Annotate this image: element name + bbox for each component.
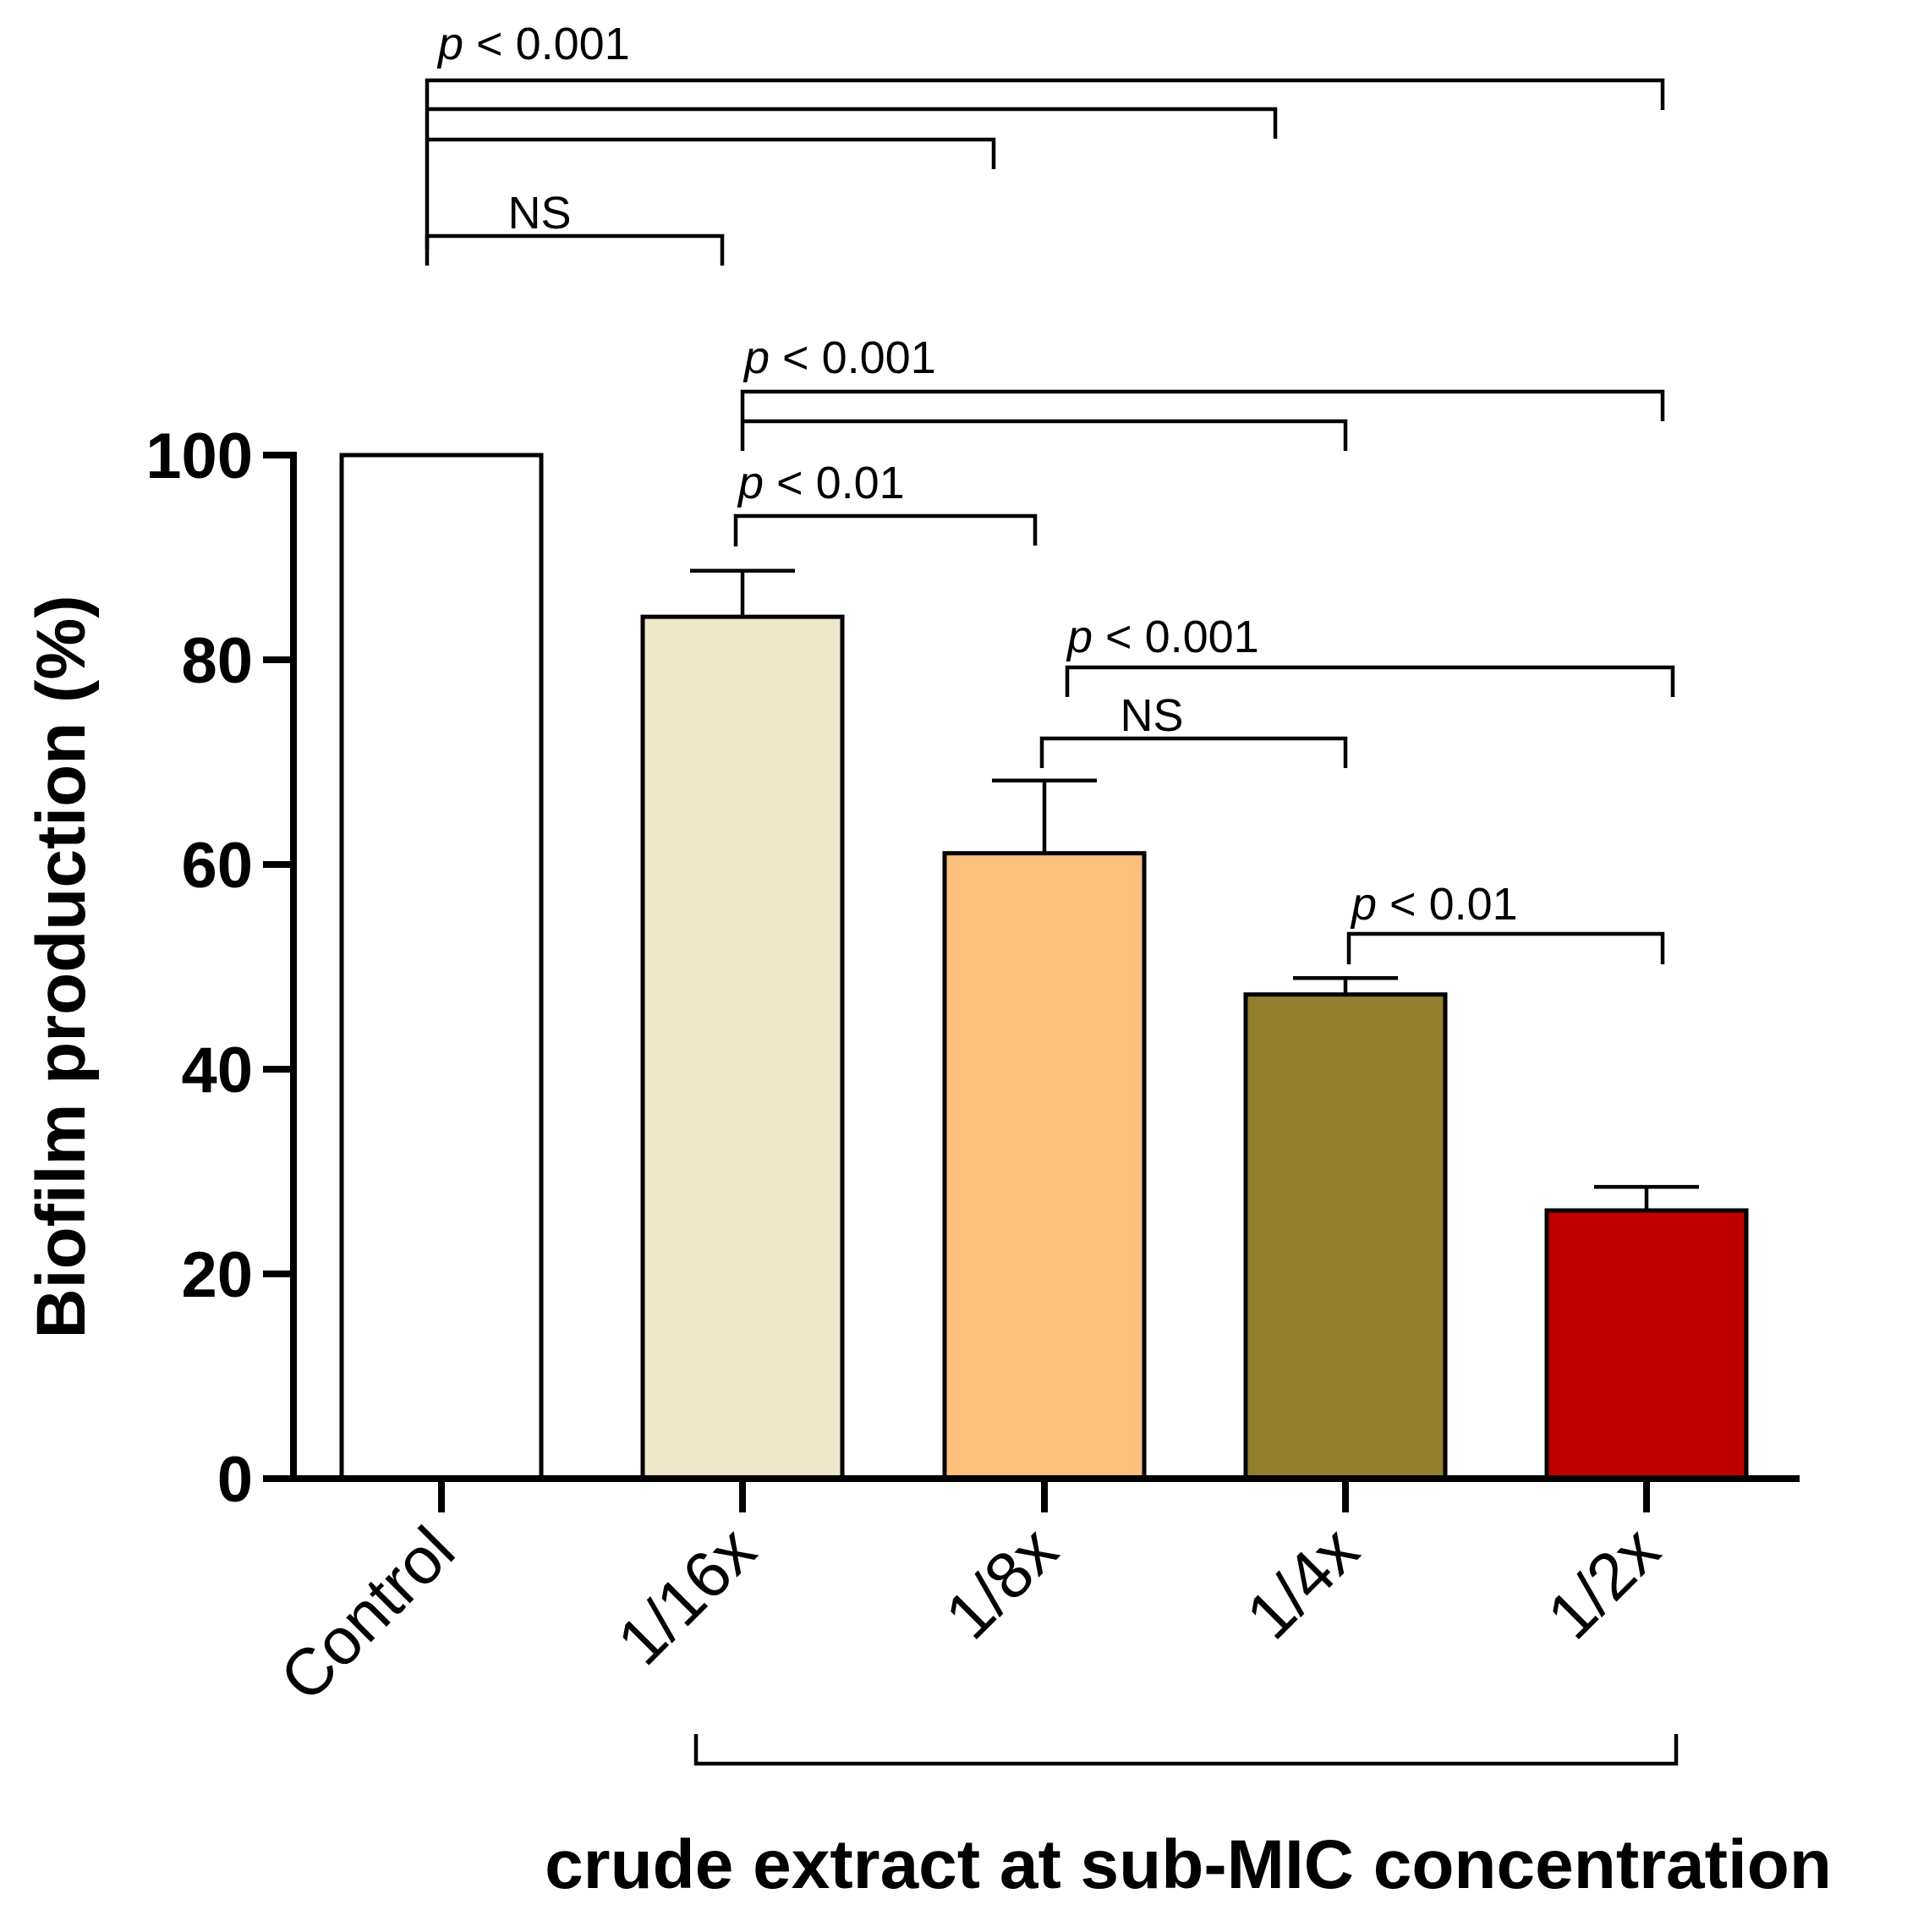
bar-control [339,453,544,1481]
x-tick-label: 1/8x [931,1512,1071,1653]
sig-label-sixteenth-eighth: p < 0.01 [737,458,905,508]
sig-label-eighth-half: p < 0.001 [1066,612,1259,662]
y-tick-label: 20 [181,1239,253,1311]
sig-label-control-top: p < 0.001 [436,19,630,69]
error-bars-layer [690,568,1699,1210]
significance-brackets-layer [425,78,1675,964]
sig-label-control-ns: NS [507,188,571,239]
sig-bracket-sixteenth-eighth-0 [733,513,1038,546]
sig-label-quarter-half: p < 0.01 [1350,879,1518,930]
x-tick-label: 1/4x [1232,1512,1373,1653]
sig-bracket-eighth-quarter-0 [1039,736,1348,768]
x-tick-label: Control [266,1512,469,1715]
x-tick-label: 1/2x [1533,1512,1674,1653]
bar-1-2x [1544,1208,1749,1481]
sig-bracket-sixteenth-far-1 [743,419,1348,451]
y-tick-label: 60 [181,830,253,902]
bar-1-16x [640,614,845,1481]
sig-label-eighth-quarter: NS [1120,690,1183,741]
bar-1-4x [1243,992,1448,1481]
bars-layer [339,453,1749,1481]
y-tick-label: 40 [181,1035,253,1106]
x-axis-title: crude extract at sub-MIC concentration [545,1826,1832,1903]
sig-bracket-control-ns-0 [425,233,725,266]
y-tick-label: 0 [217,1444,253,1516]
sig-label-sixteenth-far: p < 0.001 [743,332,936,383]
group-bracket [693,1734,1679,1766]
sig-bracket-control-top-2 [427,137,996,169]
bar-1-8x [942,851,1147,1481]
axes-layer [263,452,1800,1766]
y-tick-label: 100 [145,420,253,492]
sig-bracket-quarter-half-0 [1346,931,1665,964]
y-axis-title: Biofilm production (%) [23,595,100,1338]
sig-bracket-eighth-half-0 [1065,665,1675,697]
sig-bracket-control-top-1 [427,107,1278,139]
y-tick-label: 80 [181,625,253,697]
sig-bracket-control-top-0 [425,78,1665,250]
x-tick-label: 1/16x [603,1512,770,1679]
